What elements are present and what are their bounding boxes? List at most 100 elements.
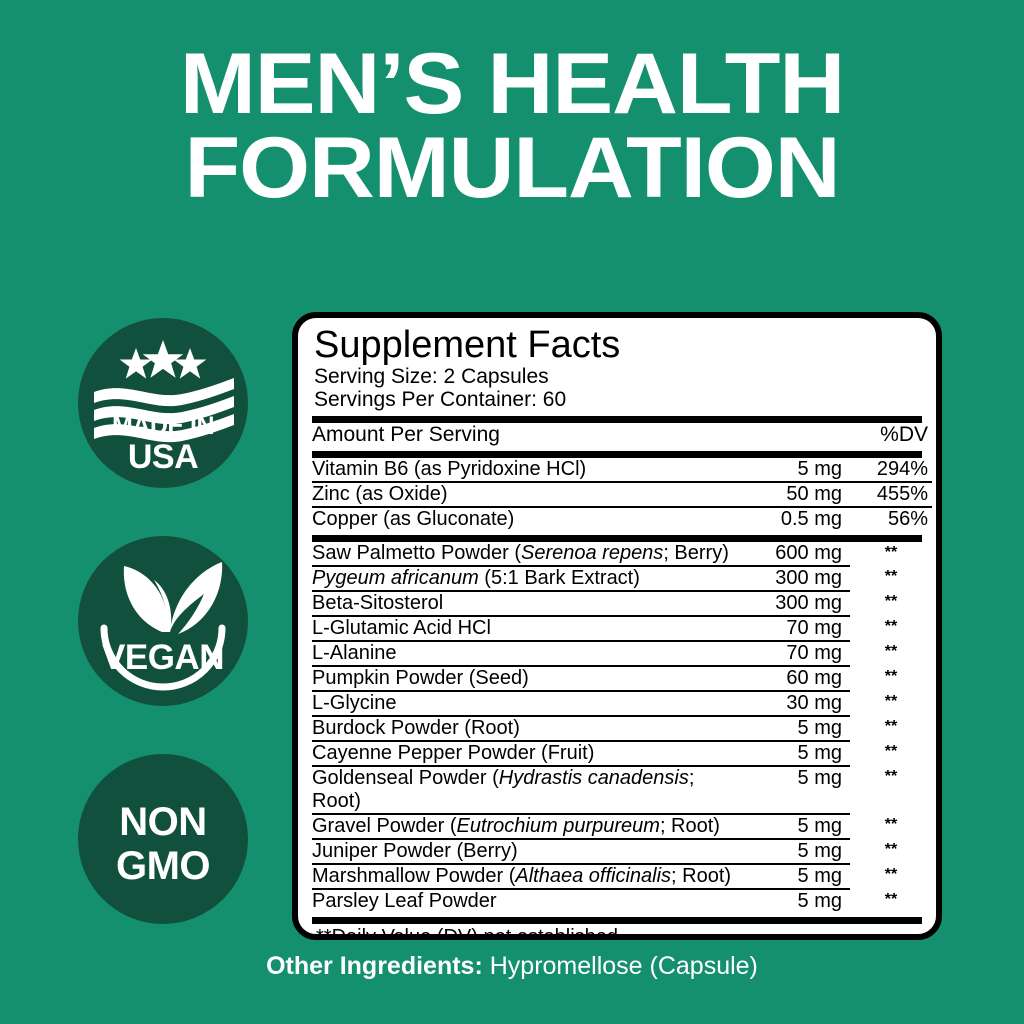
supplement-facts-panel: Supplement Facts Serving Size: 2 Capsule… [292, 312, 942, 940]
rule-below-herbals [312, 916, 922, 924]
ingredient-amount: 60 mg [740, 665, 850, 692]
badge-non-gmo-line-1: NON [119, 800, 207, 844]
ingredient-name: Copper (as Gluconate) [312, 507, 515, 530]
ingredient-amount: 70 mg [740, 640, 850, 667]
table-header-row: Amount Per Serving %DV [312, 423, 932, 447]
table-row: Parsley Leaf Powder 5 mg ** [312, 889, 932, 913]
ingredient-name: Pygeum africanum (5:1 Bark Extract) [312, 565, 740, 592]
rule-above-herbals [312, 534, 922, 542]
ingredient-name: Gravel Powder (Eutrochium purpureum; Roo… [312, 813, 740, 840]
ingredient-daily-value: ** [884, 617, 898, 635]
usa-flag-stars-stripes-icon [94, 340, 234, 443]
table-row: Gravel Powder (Eutrochium purpureum; Roo… [312, 813, 932, 840]
badge-non-gmo: NON GMO [78, 754, 248, 924]
ingredient-amount: 5 mg [740, 838, 850, 865]
ingredient-daily-value: 455% [850, 481, 932, 508]
ingredient-amount: 5 mg [797, 889, 842, 912]
ingredient-daily-value: ** [884, 865, 898, 883]
table-row: Burdock Powder (Root) 5 mg ** [312, 715, 932, 742]
ingredient-name: Marshmallow Powder (Althaea officinalis;… [312, 863, 740, 890]
rule-below-header [312, 450, 922, 458]
vitamins-table: Vitamin B6 (as Pyridoxine HCl) 5 mg 294% Zi… [312, 457, 932, 531]
ingredient-amount: 50 mg [740, 481, 850, 508]
table-row: Zinc (as Oxide) 50 mg 455% [312, 481, 932, 508]
rule-above-header [312, 415, 922, 423]
table-row: L-Alanine 70 mg ** [312, 640, 932, 667]
serving-size: Serving Size: 2 Capsules [314, 364, 549, 388]
ingredient-amount: 30 mg [740, 690, 850, 717]
ingredient-name: L-Glutamic Acid HCl [312, 615, 740, 642]
ingredient-amount: 5 mg [740, 457, 850, 483]
ingredient-amount: 5 mg [740, 765, 850, 815]
table-row: Juniper Powder (Berry) 5 mg ** [312, 838, 932, 865]
ingredient-daily-value: ** [884, 592, 898, 610]
ingredient-name: Parsley Leaf Powder [312, 889, 497, 912]
ingredient-daily-value: ** [884, 667, 898, 685]
ingredient-daily-value: ** [884, 717, 898, 735]
table-row: L-Glutamic Acid HCl 70 mg ** [312, 615, 932, 642]
amount-per-serving-header-table: Amount Per Serving %DV [312, 423, 932, 447]
ingredient-name: Saw Palmetto Powder (Serenoa repens; Ber… [312, 541, 740, 567]
servings-per-container: Servings Per Container: 60 [314, 388, 567, 412]
ingredient-name: Beta-Sitosterol [312, 590, 740, 617]
ingredient-amount: 300 mg [740, 565, 850, 592]
ingredient-amount: 300 mg [740, 590, 850, 617]
ingredient-amount: 70 mg [740, 615, 850, 642]
ingredient-daily-value: ** [884, 543, 898, 561]
table-row: Goldenseal Powder (Hydrastis canadensis;… [312, 765, 932, 815]
ingredient-daily-value: 294% [850, 457, 932, 483]
ingredient-daily-value: 56% [887, 507, 928, 530]
ingredient-daily-value: ** [884, 692, 898, 710]
badge-made-in-usa-line-1: MADE IN [111, 412, 215, 440]
ingredient-daily-value: ** [884, 742, 898, 760]
other-ingredients-label: Other Ingredients: [266, 952, 483, 980]
ingredient-amount: 5 mg [740, 863, 850, 890]
table-row: Beta-Sitosterol 300 mg ** [312, 590, 932, 617]
page-title-line-1: MEN’S HEALTH [179, 36, 845, 132]
header-amount-per-serving: Amount Per Serving [312, 422, 500, 446]
badge-vegan: VEGAN [78, 536, 248, 706]
page-title-line-2: FORMULATION [184, 120, 840, 217]
header-percent-dv: %DV [880, 422, 928, 446]
ingredient-name: Goldenseal Powder (Hydrastis canadensis;… [312, 765, 740, 815]
certification-badges: MADE IN USA VEGAN NON GMO [78, 318, 270, 972]
table-row: Pygeum africanum (5:1 Bark Extract) 300 m… [312, 565, 932, 592]
ingredient-name: Vitamin B6 (as Pyridoxine HCl) [312, 457, 740, 483]
ingredient-name: Zinc (as Oxide) [312, 481, 740, 508]
badge-non-gmo-line-2: GMO [115, 844, 211, 888]
ingredient-daily-value: ** [884, 767, 898, 785]
ingredient-daily-value: ** [884, 890, 898, 908]
ingredient-name: Juniper Powder (Berry) [312, 838, 740, 865]
ingredient-daily-value: ** [884, 815, 898, 833]
badge-vegan-label: VEGAN [102, 638, 224, 677]
ingredient-name: L-Alanine [312, 640, 740, 667]
ingredient-amount: 600 mg [740, 541, 850, 567]
ingredient-amount: 5 mg [740, 715, 850, 742]
ingredient-daily-value: ** [884, 642, 898, 660]
ingredient-name: Pumpkin Powder (Seed) [312, 665, 740, 692]
daily-value-footnote: **Daily Value (DV) not established [316, 925, 619, 940]
ingredient-name: Burdock Powder (Root) [312, 715, 740, 742]
table-row: Saw Palmetto Powder (Serenoa repens; Ber… [312, 541, 932, 567]
ingredient-daily-value: ** [884, 567, 898, 585]
table-row: Marshmallow Powder (Althaea officinalis;… [312, 863, 932, 890]
table-row: Pumpkin Powder (Seed) 60 mg ** [312, 665, 932, 692]
page-title: MEN’S HEALTH FORMULATION [0, 36, 1024, 217]
herbal-ingredients-table: Saw Palmetto Powder (Serenoa repens; Ber… [312, 541, 932, 913]
vegan-leaves-icon [100, 562, 226, 691]
other-ingredients-value: Hypromellose (Capsule) [489, 952, 758, 980]
ingredient-amount: 5 mg [740, 813, 850, 840]
ingredient-amount: 5 mg [740, 740, 850, 767]
table-row: L-Glycine 30 mg ** [312, 690, 932, 717]
supplement-facts-title: Supplement Facts [314, 324, 621, 366]
table-row: Cayenne Pepper Powder (Fruit) 5 mg ** [312, 740, 932, 767]
ingredient-name: L-Glycine [312, 690, 740, 717]
ingredient-daily-value: ** [884, 840, 898, 858]
ingredient-name: Cayenne Pepper Powder (Fruit) [312, 740, 740, 767]
badge-made-in-usa: MADE IN USA [78, 318, 248, 488]
table-row: Vitamin B6 (as Pyridoxine HCl) 5 mg 294% [312, 457, 932, 483]
badge-made-in-usa-line-2: USA [127, 438, 199, 476]
other-ingredients: Other Ingredients: Hypromellose (Capsule… [0, 952, 1024, 981]
ingredient-amount: 0.5 mg [780, 507, 842, 530]
table-row: Copper (as Gluconate) 0.5 mg 56% [312, 507, 932, 531]
